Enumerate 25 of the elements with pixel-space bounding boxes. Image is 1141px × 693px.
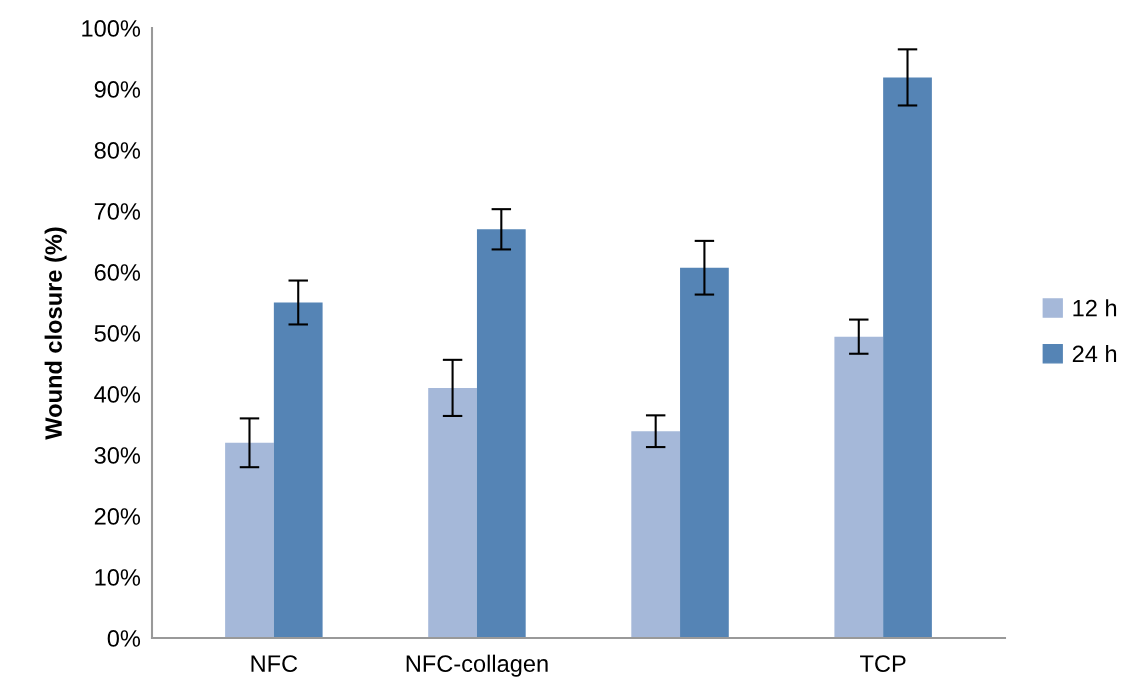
- x-tick-label: NFC-collagen: [406, 654, 548, 677]
- y-axis-title: Wound closure (%): [44, 227, 67, 440]
- bar: [428, 387, 477, 638]
- y-tick-label: 70%: [94, 203, 141, 220]
- y-tick-label: 90%: [94, 81, 141, 98]
- y-tick-label: 30%: [94, 447, 141, 464]
- y-tick-label: 20%: [94, 508, 141, 525]
- bar: [225, 442, 274, 638]
- bar: [476, 229, 526, 638]
- bar: [273, 302, 323, 638]
- y-tick-label: 50%: [94, 325, 141, 342]
- x-tick-label: NFC: [251, 655, 298, 673]
- y-tick-label: 40%: [94, 386, 141, 403]
- y-tick-label: 60%: [94, 264, 141, 281]
- bar: [631, 431, 681, 638]
- y-tick-label: 80%: [94, 142, 141, 159]
- legend-label: 12 h: [1073, 299, 1117, 317]
- bar: [834, 336, 884, 638]
- y-tick-label: 10%: [95, 569, 141, 586]
- y-tick-label: 0%: [107, 630, 141, 647]
- y-tick-label: 100%: [82, 20, 141, 37]
- bar: [883, 77, 932, 638]
- legend-label: 24 h: [1072, 344, 1117, 363]
- bar: [680, 267, 729, 638]
- x-tick-label: TCP: [860, 655, 906, 673]
